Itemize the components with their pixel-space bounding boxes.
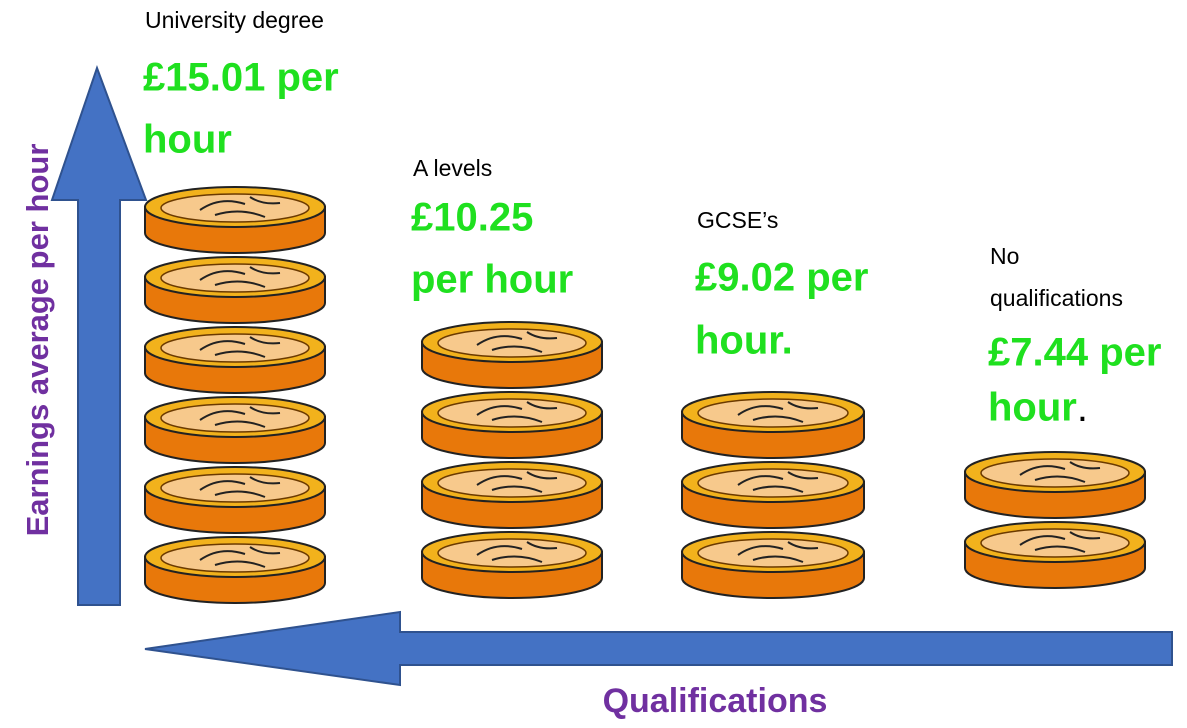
coin [422,532,602,598]
earnings-value: hour. [988,386,1088,430]
coin-inner [438,539,586,567]
qualification-label: University degree [145,7,324,33]
qualifications-arrow [145,612,1172,685]
coin-inner [698,539,848,567]
coin-inner [161,194,309,222]
coin-inner [981,459,1129,487]
qualification-label: qualifications [990,285,1123,311]
earnings-value: per hour [411,258,573,302]
earnings-value: £10.25 [411,196,533,240]
coin-inner [438,399,586,427]
coin [145,397,325,463]
coin [965,522,1145,588]
coin-inner [438,329,586,357]
coin-inner [161,334,309,362]
coin-inner [161,544,309,572]
coin [422,392,602,458]
value-suffix: . [1077,386,1088,430]
coin-inner [161,404,309,432]
coin [682,392,864,458]
earnings-value: hour [143,118,232,162]
coin-inner [698,469,848,497]
y-axis-label: Earnings average per hour [20,144,55,537]
coin [965,452,1145,518]
qualification-label: GCSE’s [697,207,778,233]
coin [145,327,325,393]
coin [682,462,864,528]
coin [682,532,864,598]
coin-inner [438,469,586,497]
qualification-label: A levels [413,155,492,181]
slide: Earnings average per hour Qualifications… [0,0,1187,728]
coin [145,467,325,533]
coin [145,257,325,323]
coin-inner [698,399,848,427]
earnings-value: hour. [695,319,793,363]
earnings-value: £15.01 per [143,56,339,100]
coin [145,537,325,603]
coin-inner [161,264,309,292]
earnings-value: £9.02 per [695,256,868,300]
coin [145,187,325,253]
coin [422,462,602,528]
earnings-value: £7.44 per [988,331,1161,375]
coin-inner [161,474,309,502]
qualification-label: No [990,243,1019,269]
earnings-arrow [52,68,146,605]
x-axis-label: Qualifications [603,682,828,720]
coin [422,322,602,388]
coin-inner [981,529,1129,557]
